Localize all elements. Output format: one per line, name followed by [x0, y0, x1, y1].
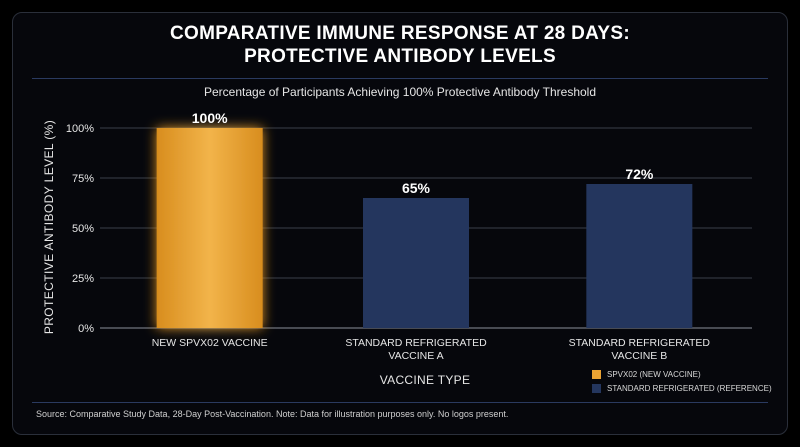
y-tick-label: 50%	[72, 223, 94, 235]
legend-item-new: SPVX02 (NEW VACCINE)	[592, 367, 772, 381]
x-tick-label: VACCINE B	[611, 350, 667, 362]
y-tick-label: 75%	[72, 173, 94, 185]
legend-label-new: SPVX02 (NEW VACCINE)	[607, 369, 701, 379]
chart-title: COMPARATIVE IMMUNE RESPONSE AT 28 DAYS: …	[0, 22, 800, 68]
legend-label-reference: STANDARD REFRIGERATED (REFERENCE)	[607, 383, 772, 393]
chart-title-line-2: PROTECTIVE ANTIBODY LEVELS	[244, 46, 556, 67]
data-label-3: 72%	[625, 166, 654, 182]
x-tick-label: STANDARD REFRIGERATED	[345, 337, 487, 349]
legend: SPVX02 (NEW VACCINE) STANDARD REFRIGERAT…	[592, 367, 772, 395]
bar-1	[156, 128, 263, 328]
footer-divider	[32, 402, 768, 403]
y-axis-label: PROTECTIVE ANTIBODY LEVEL (%)	[42, 119, 56, 335]
y-tick-label: 25%	[72, 273, 94, 285]
x-tick-label: VACCINE A	[388, 350, 443, 362]
data-label-2: 65%	[402, 180, 431, 196]
legend-swatch-new	[592, 369, 601, 379]
bar-2	[363, 198, 469, 328]
data-label-1: 100%	[192, 110, 228, 126]
chart-subtitle: Percentage of Participants Achieving 100…	[203, 85, 596, 99]
x-tick-label: STANDARD REFRIGERATED	[569, 337, 711, 349]
bar-3	[586, 184, 693, 328]
legend-item-reference: STANDARD REFRIGERATED (REFERENCE)	[592, 381, 772, 395]
x-tick-label: NEW SPVX02 VACCINE	[152, 337, 268, 349]
x-axis-label: VACCINE TYPE	[379, 373, 471, 387]
source-note: Source: Comparative Study Data, 28-Day P…	[36, 409, 509, 419]
title-divider	[32, 78, 768, 79]
chart-title-line-1: COMPARATIVE IMMUNE RESPONSE AT 28 DAYS:	[169, 23, 631, 44]
legend-swatch-reference	[592, 383, 601, 393]
y-tick-label: 100%	[66, 123, 94, 135]
y-tick-label: 0%	[78, 323, 94, 335]
